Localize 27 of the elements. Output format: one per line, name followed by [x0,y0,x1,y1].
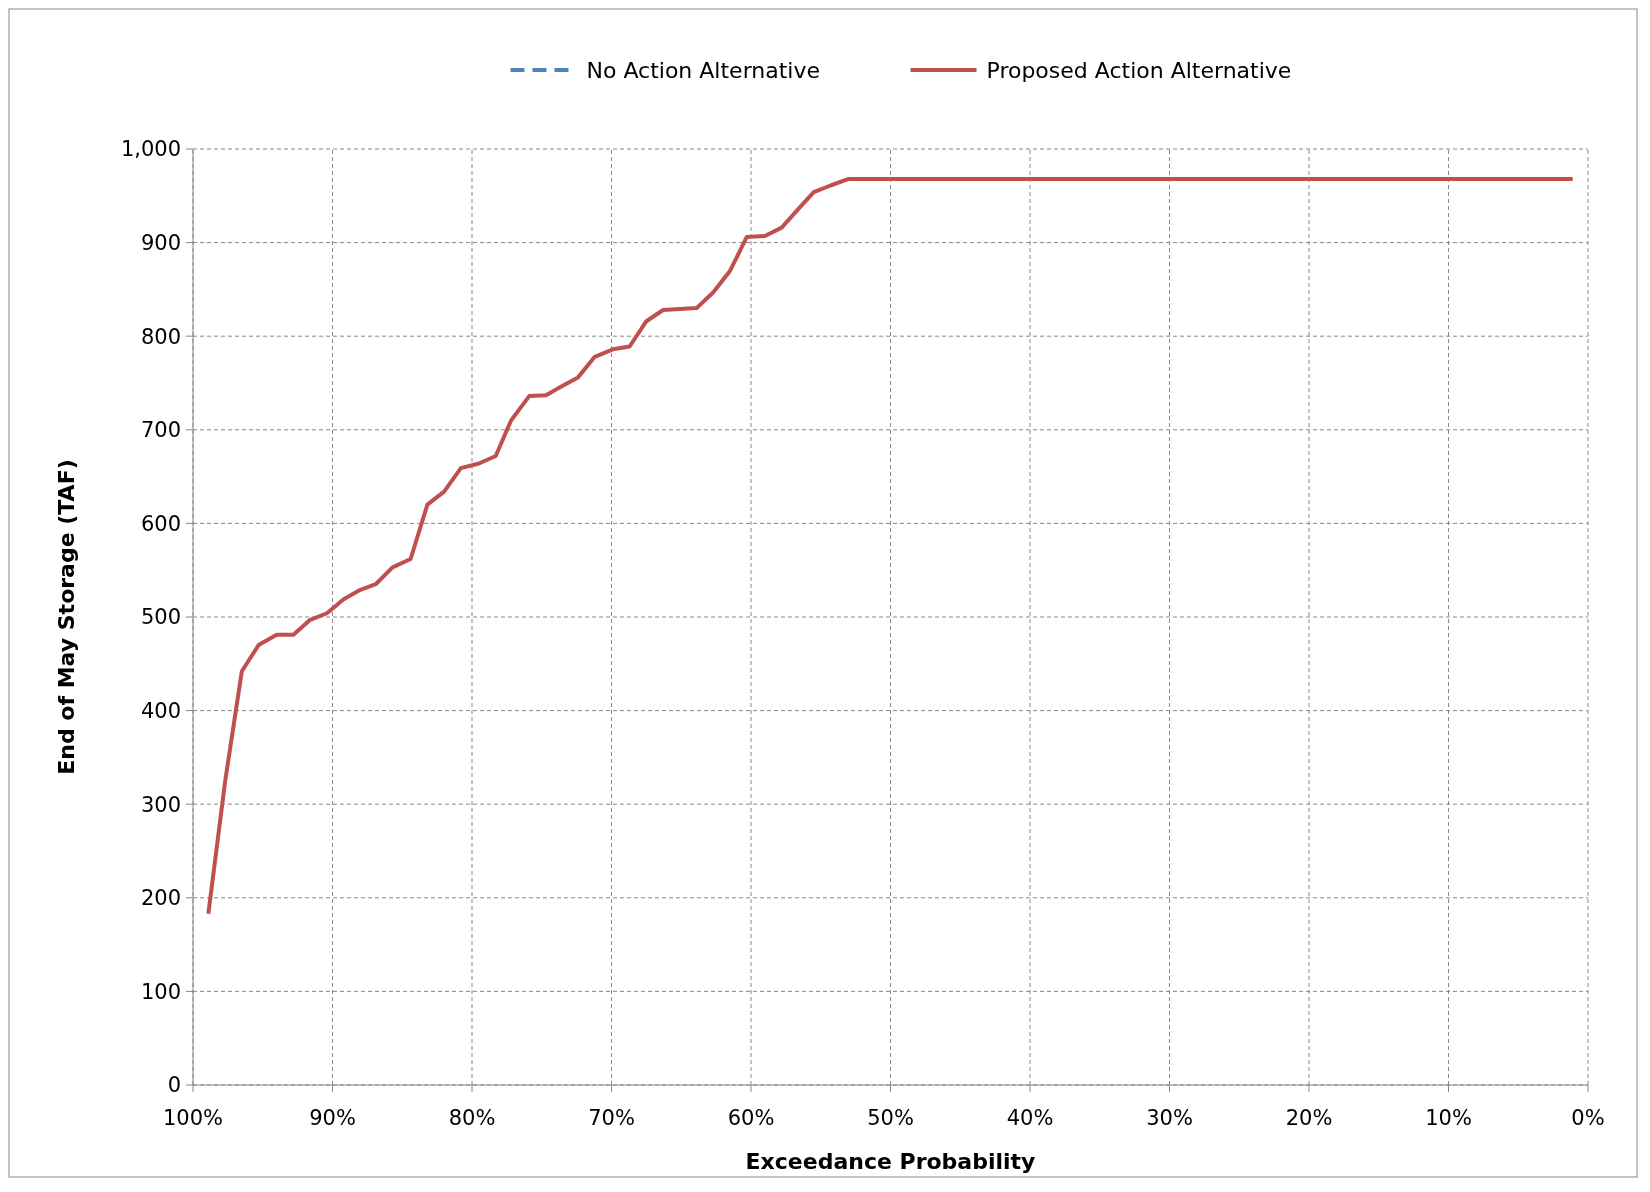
x-tick-label: 90% [309,1106,356,1130]
y-tick-label: 0 [167,1073,181,1098]
x-tick-label: 40% [1006,1106,1054,1130]
y-tick-label: 700 [140,418,181,443]
x-tick-label: 30% [1146,1106,1193,1130]
x-tick-label: 80% [448,1106,496,1130]
y-tick-label: 300 [140,792,181,817]
x-tick-label: 70% [588,1106,635,1130]
y-tick-label: 800 [140,324,181,349]
legend-label: Proposed Action Alternative [986,57,1292,83]
y-tick-label: 200 [140,886,181,911]
line-series [206,176,1575,916]
y-tick-label: 900 [140,230,181,255]
y-tick-label: 1,000 [120,137,181,162]
y-tick-label: 400 [140,698,181,723]
y-axis-title: End of May Storage (TAF) [54,459,79,775]
y-tick-label: 500 [140,605,181,630]
y-tick-label: 100 [140,979,181,1004]
x-tick-label: 0% [1571,1106,1605,1130]
x-tick-label: 50% [867,1106,914,1130]
x-tick-label: 10% [1425,1106,1472,1130]
legend-label: No Action Alternative [586,57,821,83]
x-tick-label: 60% [727,1106,775,1130]
x-tick-label: 100% [162,1106,224,1130]
x-axis-title: Exceedance Probability [745,1149,1036,1174]
y-tick-label: 600 [140,511,181,536]
x-tick-label: 20% [1285,1106,1333,1130]
